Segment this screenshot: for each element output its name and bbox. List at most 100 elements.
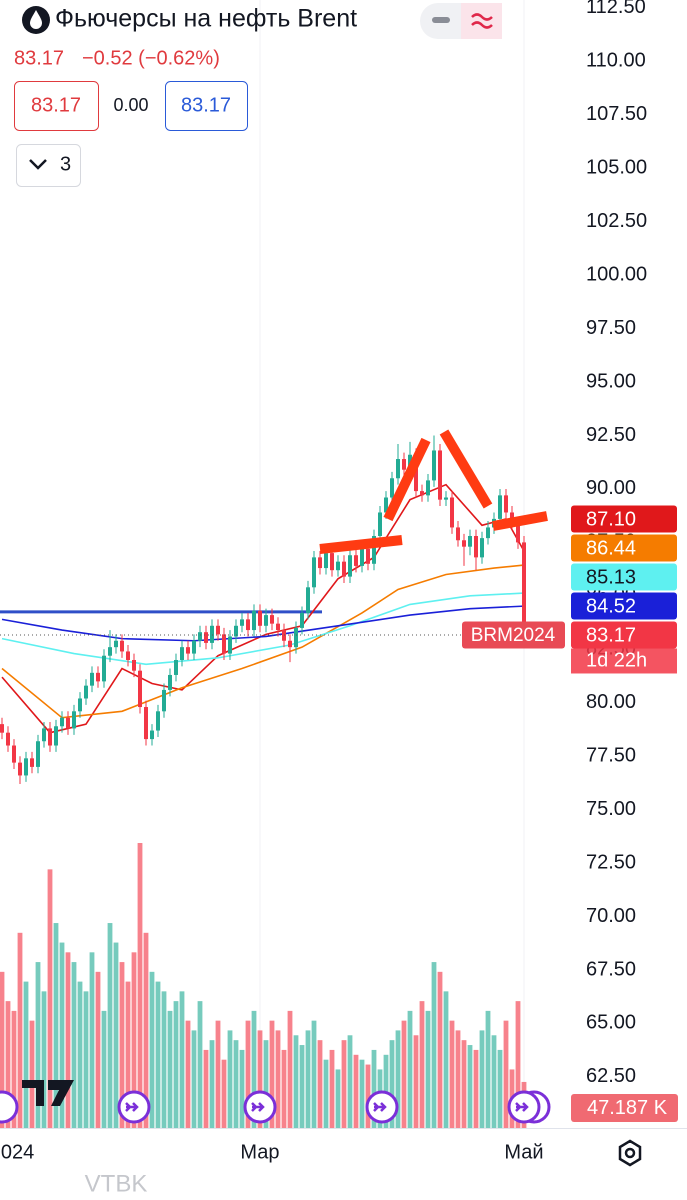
volume-bar <box>467 1045 473 1128</box>
candle-body <box>174 659 178 675</box>
volume-bar <box>227 1030 233 1128</box>
volume-bar <box>167 1010 173 1128</box>
volume-bar <box>443 991 449 1128</box>
candle-body <box>234 625 238 637</box>
candle-body <box>156 711 160 731</box>
candle-body <box>18 762 22 776</box>
candle-body <box>294 627 298 648</box>
candle-body <box>108 647 112 656</box>
y-tick-label: 80.00 <box>586 691 636 713</box>
volume-bar <box>209 1040 215 1128</box>
candle-body <box>312 557 316 588</box>
volume-bar <box>419 1001 425 1128</box>
settings-icon-center <box>624 1147 636 1159</box>
volume-bar <box>143 932 149 1128</box>
indicators-toggle[interactable] <box>16 144 81 187</box>
candle-body <box>516 523 520 543</box>
volume-bar <box>365 1064 371 1128</box>
candle-body <box>414 454 418 492</box>
volume-bar <box>197 1001 203 1128</box>
volume-bar <box>347 1035 353 1128</box>
price-tag-label: 84.52 <box>586 595 636 617</box>
y-tick-label: 95.00 <box>586 370 636 392</box>
candle-body <box>0 724 4 733</box>
candle-body <box>354 555 358 566</box>
volume-bar <box>173 1001 179 1128</box>
candle-body <box>402 459 406 470</box>
volume-bar <box>119 962 125 1128</box>
chevron <box>29 159 47 170</box>
candle-body <box>72 711 76 729</box>
candle-body <box>102 655 106 682</box>
annotation-stroke <box>319 535 403 554</box>
price-tag <box>571 621 677 649</box>
volume-bar <box>65 952 71 1128</box>
volume-bar <box>89 952 95 1128</box>
settings-icon[interactable] <box>618 1139 642 1167</box>
chart-title: Фьючерсы на нефть Brent <box>55 5 357 33</box>
volume-bar <box>317 1040 323 1128</box>
x-tick-label: 2024 <box>0 1141 34 1163</box>
volume-bar <box>191 1030 197 1128</box>
candle-body <box>120 640 124 652</box>
price-tag-label: 86.44 <box>586 537 636 559</box>
price-tag <box>571 563 677 591</box>
volume-bar <box>497 1049 503 1128</box>
indicators-count: 3 <box>60 153 71 175</box>
candle-body <box>300 612 304 628</box>
y-tick-label: 97.50 <box>586 317 636 339</box>
symbol-tag-label: BRM2024 <box>471 625 556 646</box>
candle-body <box>144 707 148 740</box>
annotation-stroke <box>383 437 431 522</box>
candle-body <box>42 728 46 742</box>
candle-body <box>132 659 136 671</box>
volume-bar <box>95 971 101 1128</box>
candle-body <box>306 587 310 613</box>
volume-bar <box>203 1049 209 1128</box>
volume-bar <box>455 1030 461 1128</box>
candle-body <box>426 480 430 496</box>
candle-body <box>438 450 442 500</box>
candle-body <box>318 557 322 569</box>
y-tick-label: 110.00 <box>586 50 646 72</box>
price-tag-label: 87.10 <box>586 508 636 530</box>
candle-body <box>444 497 448 500</box>
volume-bar <box>149 971 155 1128</box>
event-icon[interactable] <box>0 1090 19 1124</box>
x-tick-label: Май <box>504 1141 543 1163</box>
price-tag <box>571 592 677 620</box>
volume-bar <box>359 1059 365 1128</box>
y-tick-label: 77.50 <box>586 744 636 766</box>
plot <box>0 0 565 1128</box>
candle-body <box>90 672 94 686</box>
candle-body <box>450 497 454 528</box>
price-tag-label: 83.17 <box>586 624 636 646</box>
volume-bar <box>299 1045 305 1128</box>
countdown-box <box>571 648 677 674</box>
candle-body <box>84 685 88 699</box>
last-price: 83.17 <box>14 47 64 69</box>
candle-body <box>462 540 466 547</box>
volume-bar <box>263 1040 269 1128</box>
toggle-active[interactable] <box>461 3 502 39</box>
volume-bar <box>431 962 437 1128</box>
candle-body <box>288 640 292 648</box>
y-tick-label: 107.50 <box>586 103 647 125</box>
volume-bar <box>17 932 23 1128</box>
volume-bar <box>11 1010 17 1128</box>
candle-body <box>240 619 244 626</box>
ask-box[interactable] <box>165 81 248 131</box>
volume-bar <box>329 1049 335 1128</box>
volume-bar <box>449 1020 455 1128</box>
bid-box[interactable] <box>14 81 99 131</box>
event-arrows <box>125 1102 529 1112</box>
volume-bar <box>59 942 65 1128</box>
candle-body <box>36 741 40 767</box>
volume-bar <box>515 1001 521 1128</box>
volume-bar <box>233 1040 239 1128</box>
y-tick-label: 75.00 <box>586 798 636 820</box>
candle-body <box>66 717 70 729</box>
ma-line <box>1 564 525 719</box>
